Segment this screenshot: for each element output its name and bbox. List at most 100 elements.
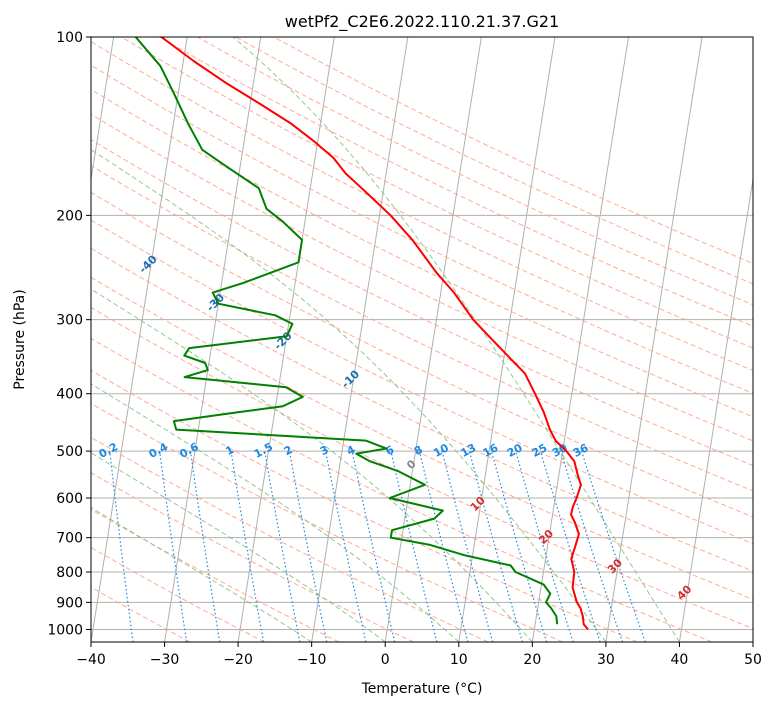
isotherm-label: -40 (136, 253, 159, 276)
y-tick-label: 800 (56, 565, 83, 581)
dry-adiabats (91, 37, 753, 642)
mixing-ratio-line (560, 450, 624, 642)
plot-frame (90, 36, 754, 643)
dry-adiabat (91, 306, 753, 630)
x-axis-title: Temperature (°C) (361, 681, 483, 697)
dry-adiabat (159, 37, 753, 327)
isotherm-label: -20 (271, 329, 294, 352)
x-tick-label: 30 (597, 652, 615, 668)
mixing-ratio-label: 2 (282, 443, 295, 458)
isotherm-line (384, 37, 482, 642)
dry-adiabat (91, 191, 753, 518)
y-tick-label: 700 (56, 531, 83, 547)
x-tick-label: 50 (744, 652, 762, 668)
isotherm-label: 30 (605, 556, 625, 576)
dry-adiabat (91, 139, 753, 467)
mixing-ratio-line (390, 450, 438, 642)
dry-adiabat (91, 586, 190, 642)
dry-adiabat (91, 219, 753, 545)
y-tick-label: 100 (56, 30, 83, 46)
mixing-ratio-line (325, 450, 367, 642)
isotherm-line (678, 176, 753, 642)
dry-adiabat (91, 369, 638, 642)
y-tick-label: 600 (56, 491, 83, 507)
mixing-ratio-label: 20 (505, 441, 525, 460)
isotherm-line (91, 37, 115, 183)
dry-adiabat (91, 41, 753, 371)
mixing-ratio-labels: 0.1 0.2 0.4 0.6 1 1.5 2 3 4 6 8 10 13 16 20 25 30 36 (97, 440, 591, 461)
isotherm-line (752, 638, 753, 642)
dry-adiabat (273, 37, 753, 264)
mixing-ratio-line (581, 450, 646, 642)
x-tick-label: 40 (671, 652, 689, 668)
plot-area: -100-90-80-70-60-50-40-30-20-10010203040… (91, 37, 753, 642)
isotherm-line (164, 37, 262, 642)
mixing-ratio-label: 0.4 (147, 440, 171, 461)
mixing-ratio-label: 3 (318, 443, 331, 458)
moist-adiabat (91, 383, 460, 642)
y-tick-label: 400 (56, 387, 83, 403)
isotherm-line (605, 37, 703, 642)
temperature-trace (160, 37, 589, 631)
mixing-ratio-line (515, 450, 574, 642)
mixing-ratio-line (109, 451, 134, 642)
dry-adiabat (121, 37, 753, 349)
mixing-ratio-line (418, 450, 469, 642)
x-tick-label: −20 (223, 652, 253, 668)
y-tick-label: 1000 (47, 622, 83, 638)
isotherm-line (531, 37, 629, 642)
mixing-ratio-label: 4 (345, 443, 358, 458)
dewpoint-trace (134, 37, 559, 625)
moist-adiabat (91, 452, 386, 642)
chart-title: wetPf2_C2E6.2022.110.21.37.G21 (285, 12, 559, 32)
mixing-ratio-line (288, 450, 328, 642)
dry-adiabat (91, 472, 414, 642)
mixing-ratio-label: 30 (550, 441, 570, 460)
y-tick-label: 900 (56, 595, 83, 611)
mixing-ratio-line (490, 450, 548, 642)
y-axis: 1000 900 800 700 600 500 400 300 200 100 (47, 30, 91, 638)
dry-adiabat (91, 276, 753, 601)
isotherm-line (91, 37, 188, 642)
sounding-traces (134, 37, 589, 631)
dry-adiabat (91, 247, 753, 572)
y-tick-label: 200 (56, 208, 83, 224)
dry-adiabat (91, 88, 753, 418)
dry-adiabat (197, 37, 753, 306)
mixing-ratio-line (539, 450, 601, 642)
x-axis: −40 −30 −20 −10 0 10 20 30 40 50 (76, 642, 762, 668)
x-tick-label: 0 (381, 652, 390, 668)
x-tick-label: 10 (450, 652, 468, 668)
dry-adiabat (91, 165, 753, 492)
pressure-grid (91, 37, 753, 630)
isotherm-label: -10 (339, 367, 362, 390)
isotherm-grid (91, 37, 753, 642)
mixing-ratio-line (189, 451, 221, 642)
moist-adiabat (91, 288, 533, 642)
mixing-ratio-label: 13 (459, 441, 479, 460)
mixing-ratio-line (468, 450, 524, 642)
x-tick-label: 20 (523, 652, 541, 668)
mixing-ratio-label: 10 (431, 441, 451, 460)
mixing-ratio-line (159, 451, 188, 642)
dry-adiabat (91, 546, 265, 642)
isotherm-label: 0 (404, 457, 419, 472)
dry-adiabat (91, 402, 563, 642)
mixing-ratio-line (441, 450, 494, 642)
mixing-ratio-line (351, 450, 396, 642)
mixing-ratio-label: 1 (223, 443, 236, 458)
x-tick-label: −10 (297, 652, 327, 668)
isotherm-label: -30 (204, 291, 227, 314)
dry-adiabat (91, 337, 712, 642)
mixing-ratio-line (230, 451, 265, 642)
moist-adiabat (91, 149, 607, 642)
mixing-ratio-label: 6 (383, 443, 396, 458)
y-axis-title: Pressure (hPa) (12, 289, 28, 389)
moist-adiabats (91, 37, 680, 642)
isotherm-line (458, 37, 556, 642)
dry-adiabat (91, 64, 753, 394)
moist-adiabat (232, 37, 680, 642)
dry-adiabat (91, 113, 753, 442)
mixing-ratio-label: 8 (412, 443, 425, 458)
